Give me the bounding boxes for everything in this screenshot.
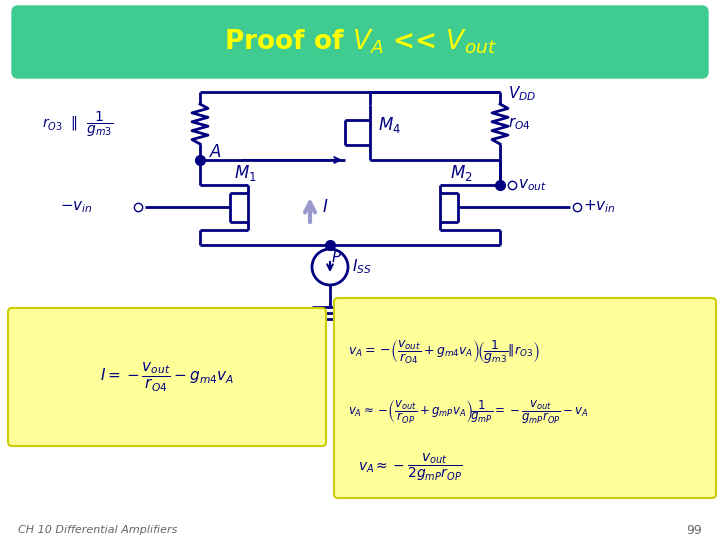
- Text: $v_{out}$: $v_{out}$: [518, 177, 546, 193]
- Text: 99: 99: [686, 523, 702, 537]
- Text: $-v_{in}$: $-v_{in}$: [60, 199, 93, 215]
- Text: Proof of $\mathit{V_A}$ << $\mathit{V_{out}}$: Proof of $\mathit{V_A}$ << $\mathit{V_{o…: [224, 28, 496, 56]
- Text: CH 10 Differential Amplifiers: CH 10 Differential Amplifiers: [18, 525, 177, 535]
- Text: $M_1$: $M_1$: [234, 163, 257, 183]
- Text: $M_2$: $M_2$: [450, 163, 472, 183]
- FancyBboxPatch shape: [334, 298, 716, 498]
- FancyBboxPatch shape: [8, 308, 326, 446]
- Text: $r_{O3}$  $\|$  $\dfrac{1}{g_{m3}}$: $r_{O3}$ $\|$ $\dfrac{1}{g_{m3}}$: [42, 109, 113, 139]
- Text: $V_{DD}$: $V_{DD}$: [508, 85, 536, 103]
- Text: A: A: [210, 143, 221, 161]
- Text: $I = -\dfrac{v_{out}}{r_{O4}} - g_{m4}v_A$: $I = -\dfrac{v_{out}}{r_{O4}} - g_{m4}v_…: [100, 360, 234, 394]
- Text: $+v_{in}$: $+v_{in}$: [583, 199, 616, 215]
- Text: $v_A \approx -\!\left(\dfrac{v_{out}}{r_{OP}} + g_{mP}v_A\right)\!\dfrac{1}{g_{m: $v_A \approx -\!\left(\dfrac{v_{out}}{r_…: [348, 398, 589, 426]
- Text: $M_4$: $M_4$: [378, 115, 401, 135]
- FancyBboxPatch shape: [12, 6, 708, 78]
- Text: $I$: $I$: [322, 198, 328, 216]
- Text: $v_A = -\!\left(\dfrac{v_{out}}{r_{O4}} + g_{m4}v_A\right)\!\left(\dfrac{1}{g_{m: $v_A = -\!\left(\dfrac{v_{out}}{r_{O4}} …: [348, 339, 539, 366]
- Text: P: P: [332, 251, 341, 266]
- Text: $r_{O4}$: $r_{O4}$: [508, 116, 531, 132]
- Text: $v_A \approx -\dfrac{v_{out}}{2g_{mP}r_{OP}}$: $v_A \approx -\dfrac{v_{out}}{2g_{mP}r_{…: [358, 451, 462, 483]
- Text: $I_{SS}$: $I_{SS}$: [352, 258, 372, 276]
